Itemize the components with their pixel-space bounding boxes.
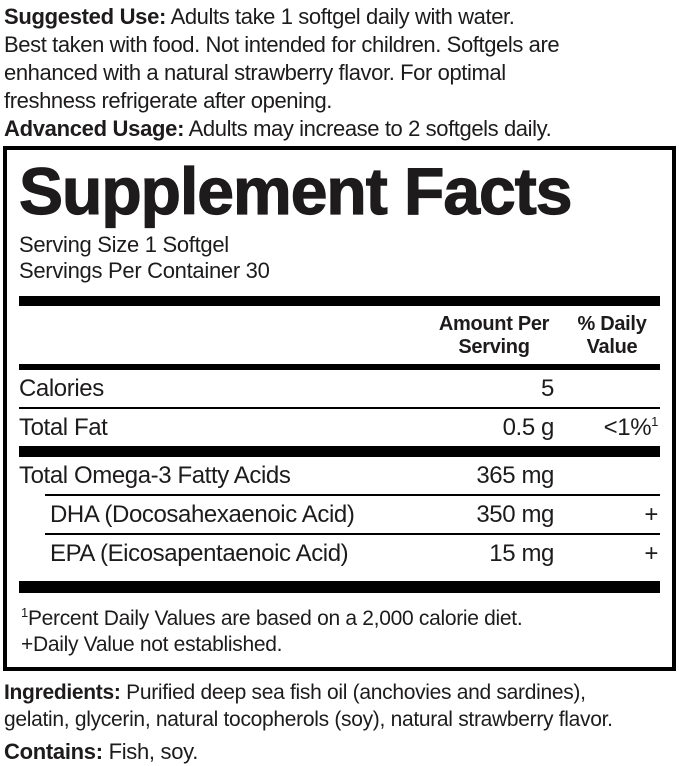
- column-header-row: Amount Per Serving % Daily Value: [19, 306, 660, 364]
- rule-thin-indented: [45, 494, 660, 496]
- nutrient-amount: 15 mg: [489, 540, 554, 567]
- serving-info: Serving Size 1 Softgel Servings Per Cont…: [19, 232, 660, 284]
- nutrient-name: Total Fat: [19, 414, 108, 441]
- rule-thin: [19, 407, 660, 409]
- nutrient-name: DHA (Docosahexaenoic Acid): [50, 501, 355, 528]
- column-header-spacer: [19, 313, 434, 359]
- ingredients-line-1: Ingredients: Purified deep sea fish oil …: [4, 679, 677, 706]
- row-total-fat: Total Fat 0.5 g <1%1: [19, 409, 660, 446]
- contains-label: Contains:: [4, 739, 103, 764]
- daily-value-footnote-marker: 1: [651, 414, 658, 429]
- suggested-use-line-4: freshness refrigerate after opening.: [4, 88, 333, 113]
- row-epa: EPA (Eicosapentaenoic Acid) 15 mg +: [19, 535, 660, 572]
- ingredients-block: Ingredients: Purified deep sea fish oil …: [4, 679, 677, 766]
- contains-text: Fish, soy.: [108, 739, 199, 764]
- supplement-facts-panel: Supplement Facts Serving Size 1 Softgel …: [3, 146, 676, 671]
- suggested-use-label: Suggested Use:: [4, 4, 167, 29]
- rule-below-header: [19, 364, 660, 370]
- nutrient-daily-value: +: [644, 540, 658, 567]
- nutrient-daily-value: +: [644, 501, 658, 528]
- nutrient-amount: 350 mg: [476, 501, 554, 528]
- ingredients-line-2: gelatin, glycerin, natural tocopherols (…: [4, 708, 613, 731]
- nutrient-name: Calories: [19, 375, 104, 402]
- ingredients-text-1: Purified deep sea fish oil (anchovies an…: [126, 681, 586, 704]
- suggested-use-line-1: Suggested Use: Adults take 1 softgel dai…: [4, 3, 677, 31]
- serving-size: Serving Size 1 Softgel: [19, 232, 229, 257]
- ingredients-label: Ingredients:: [4, 681, 121, 704]
- rule-thin-indented: [45, 533, 660, 535]
- usage-block: Suggested Use: Adults take 1 softgel dai…: [0, 0, 679, 143]
- nutrient-amount: 365 mg: [476, 462, 554, 489]
- footnotes: 1Percent Daily Values are based on a 2,0…: [19, 593, 660, 667]
- column-header-daily-value: % Daily Value: [577, 313, 647, 358]
- rule-heavy-bottom: [19, 581, 660, 593]
- contains-line: Contains: Fish, soy.: [4, 738, 677, 766]
- footnote-marker: 1: [21, 605, 28, 620]
- advanced-usage-label: Advanced Usage:: [4, 116, 185, 141]
- servings-per-container: Servings Per Container 30: [19, 258, 270, 283]
- rule-heavy-mid: [19, 446, 660, 457]
- row-dha: DHA (Docosahexaenoic Acid) 350 mg +: [19, 496, 660, 533]
- suggested-use-line-2: Best taken with food. Not intended for c…: [4, 32, 560, 57]
- nutrient-amount: 0.5 g: [502, 414, 555, 441]
- column-header-amount-per-serving: Amount Per Serving: [438, 313, 550, 358]
- suggested-use-line-3: enhanced with a natural strawberry flavo…: [4, 60, 506, 85]
- advanced-usage-line: Advanced Usage: Adults may increase to 2…: [4, 115, 677, 143]
- nutrient-name: EPA (Eicosapentaenoic Acid): [50, 540, 349, 567]
- rule-heavy-top: [19, 296, 660, 306]
- suggested-use-text-1: Adults take 1 softgel daily with water.: [170, 4, 515, 29]
- footnote-percent-daily-values: 1Percent Daily Values are based on a 2,0…: [21, 605, 523, 630]
- row-total-omega-3: Total Omega-3 Fatty Acids 365 mg: [19, 457, 660, 494]
- nutrient-name: Total Omega-3 Fatty Acids: [19, 462, 291, 489]
- nutrient-amount: 5: [541, 375, 554, 402]
- advanced-usage-text: Adults may increase to 2 softgels daily.: [188, 116, 552, 141]
- nutrient-daily-value: <1%1: [603, 414, 659, 441]
- row-calories: Calories 5: [19, 370, 660, 407]
- panel-title: Supplement Facts: [18, 154, 573, 228]
- footnote-daily-value-not-established: +Daily Value not established.: [21, 633, 283, 656]
